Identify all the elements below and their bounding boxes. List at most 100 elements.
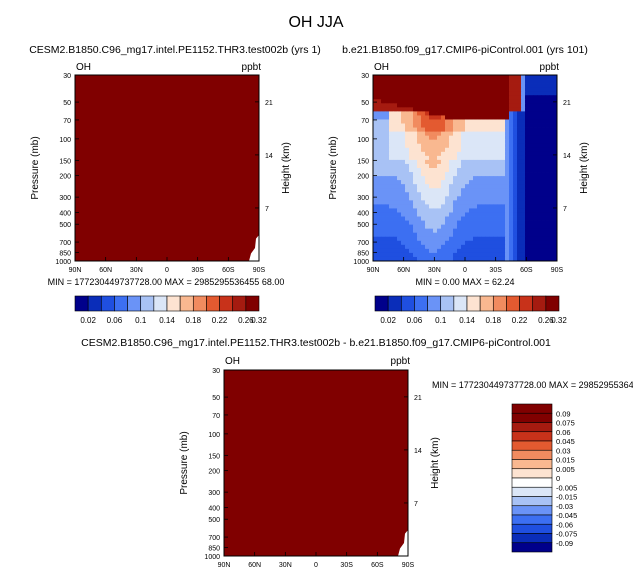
contour-cell	[413, 127, 418, 133]
contour-cell	[381, 168, 386, 173]
contour-cell	[421, 115, 426, 120]
contour-cell	[373, 139, 378, 145]
contour-cell	[485, 151, 490, 157]
colorbar-box	[127, 295, 142, 312]
contour-cell	[441, 131, 446, 137]
contour-cell	[405, 232, 410, 238]
contour-cell	[541, 135, 546, 141]
colorbar-label: 0.26	[238, 316, 254, 325]
contour-cell	[433, 127, 438, 133]
y-axis-label: Pressure (mb)	[179, 431, 190, 494]
contour-cell	[409, 168, 414, 173]
contour-cell	[521, 192, 526, 197]
colorbar-box	[427, 295, 442, 312]
contour-cell	[453, 143, 458, 149]
contour-cell	[377, 103, 382, 108]
contour-cell	[473, 127, 478, 133]
contour-cell	[381, 139, 386, 145]
contour-cell	[541, 99, 546, 104]
contour-cell	[401, 131, 406, 137]
contour-cell	[401, 123, 406, 128]
contour-cell	[453, 208, 458, 213]
contour-cell	[481, 168, 486, 173]
contour-cell	[385, 204, 390, 209]
contour-cell	[445, 159, 450, 165]
contour-cell	[533, 236, 538, 242]
contour-cell	[549, 220, 554, 226]
contour-cell	[449, 200, 454, 205]
contour-cell	[553, 208, 558, 213]
contour-cell	[481, 224, 486, 230]
contour-cell	[505, 87, 510, 92]
contour-cell	[549, 184, 554, 189]
contour-cell	[433, 228, 438, 234]
contour-cell	[493, 95, 498, 100]
contour-cell	[473, 220, 478, 226]
contour-cell	[525, 119, 530, 124]
colorbar-box	[511, 477, 553, 488]
contour-cell	[489, 204, 494, 209]
contour-cell	[373, 91, 378, 96]
contour-cell	[481, 99, 486, 104]
contour-cell	[461, 248, 466, 254]
contour-cell	[445, 123, 450, 128]
contour-cell	[549, 180, 554, 185]
contour-cell	[429, 135, 434, 141]
contour-cell	[473, 228, 478, 234]
contour-cell	[477, 127, 482, 133]
contour-cell	[513, 139, 518, 145]
contour-cell	[469, 236, 474, 242]
contour-cell	[537, 99, 542, 104]
colorbar-box	[400, 295, 415, 312]
contour-cell	[413, 75, 418, 80]
panel-title: CESM2.B1850.C96_mg17.intel.PE1152.THR3.t…	[81, 337, 551, 349]
contour-cell	[377, 151, 382, 157]
contour-cell	[393, 236, 398, 242]
contour-cell	[517, 220, 522, 226]
contour-cell	[501, 176, 506, 181]
contour-cell	[505, 224, 510, 230]
contour-cell	[537, 115, 542, 120]
contour-cell	[409, 127, 414, 133]
contour-cell	[545, 244, 550, 250]
contour-cell	[509, 176, 514, 181]
contour-cell	[429, 75, 434, 80]
contour-cell	[417, 196, 422, 201]
contour-cell	[481, 103, 486, 108]
contour-cell	[409, 180, 414, 185]
colorbar-box	[511, 523, 553, 534]
contour-cell	[413, 212, 418, 217]
contour-cell	[425, 135, 430, 141]
contour-cell	[405, 196, 410, 201]
contour-cell	[389, 216, 394, 221]
contour-cell	[389, 184, 394, 189]
contour-cell	[373, 192, 378, 197]
contour-cell	[417, 172, 422, 177]
colorbar-box	[114, 295, 128, 312]
contour-cell	[533, 224, 538, 230]
contour-cell	[533, 99, 538, 104]
contour-cell	[505, 127, 510, 133]
contour-cell	[509, 115, 514, 120]
contour-cell	[473, 107, 478, 112]
contour-cell	[433, 224, 438, 230]
contour-cell	[521, 75, 526, 80]
contour-cell	[437, 127, 442, 133]
y2-tick-label: 21	[265, 100, 273, 107]
contour-cell	[417, 240, 422, 246]
contour-cell	[481, 204, 486, 209]
contour-cell	[393, 115, 398, 120]
contour-cell	[453, 168, 458, 173]
contour-cell	[525, 184, 530, 189]
contour-cell	[389, 240, 394, 246]
contour-cell	[553, 111, 558, 116]
contour-cell	[509, 212, 514, 217]
contour-cell	[525, 155, 530, 161]
contour-cell	[493, 256, 498, 262]
contour-cell	[385, 103, 390, 108]
contour-cell	[397, 87, 402, 92]
contour-cell	[393, 119, 398, 124]
units-label: ppbt	[242, 62, 262, 73]
contour-cell	[429, 252, 434, 258]
contour-cell	[549, 107, 554, 112]
